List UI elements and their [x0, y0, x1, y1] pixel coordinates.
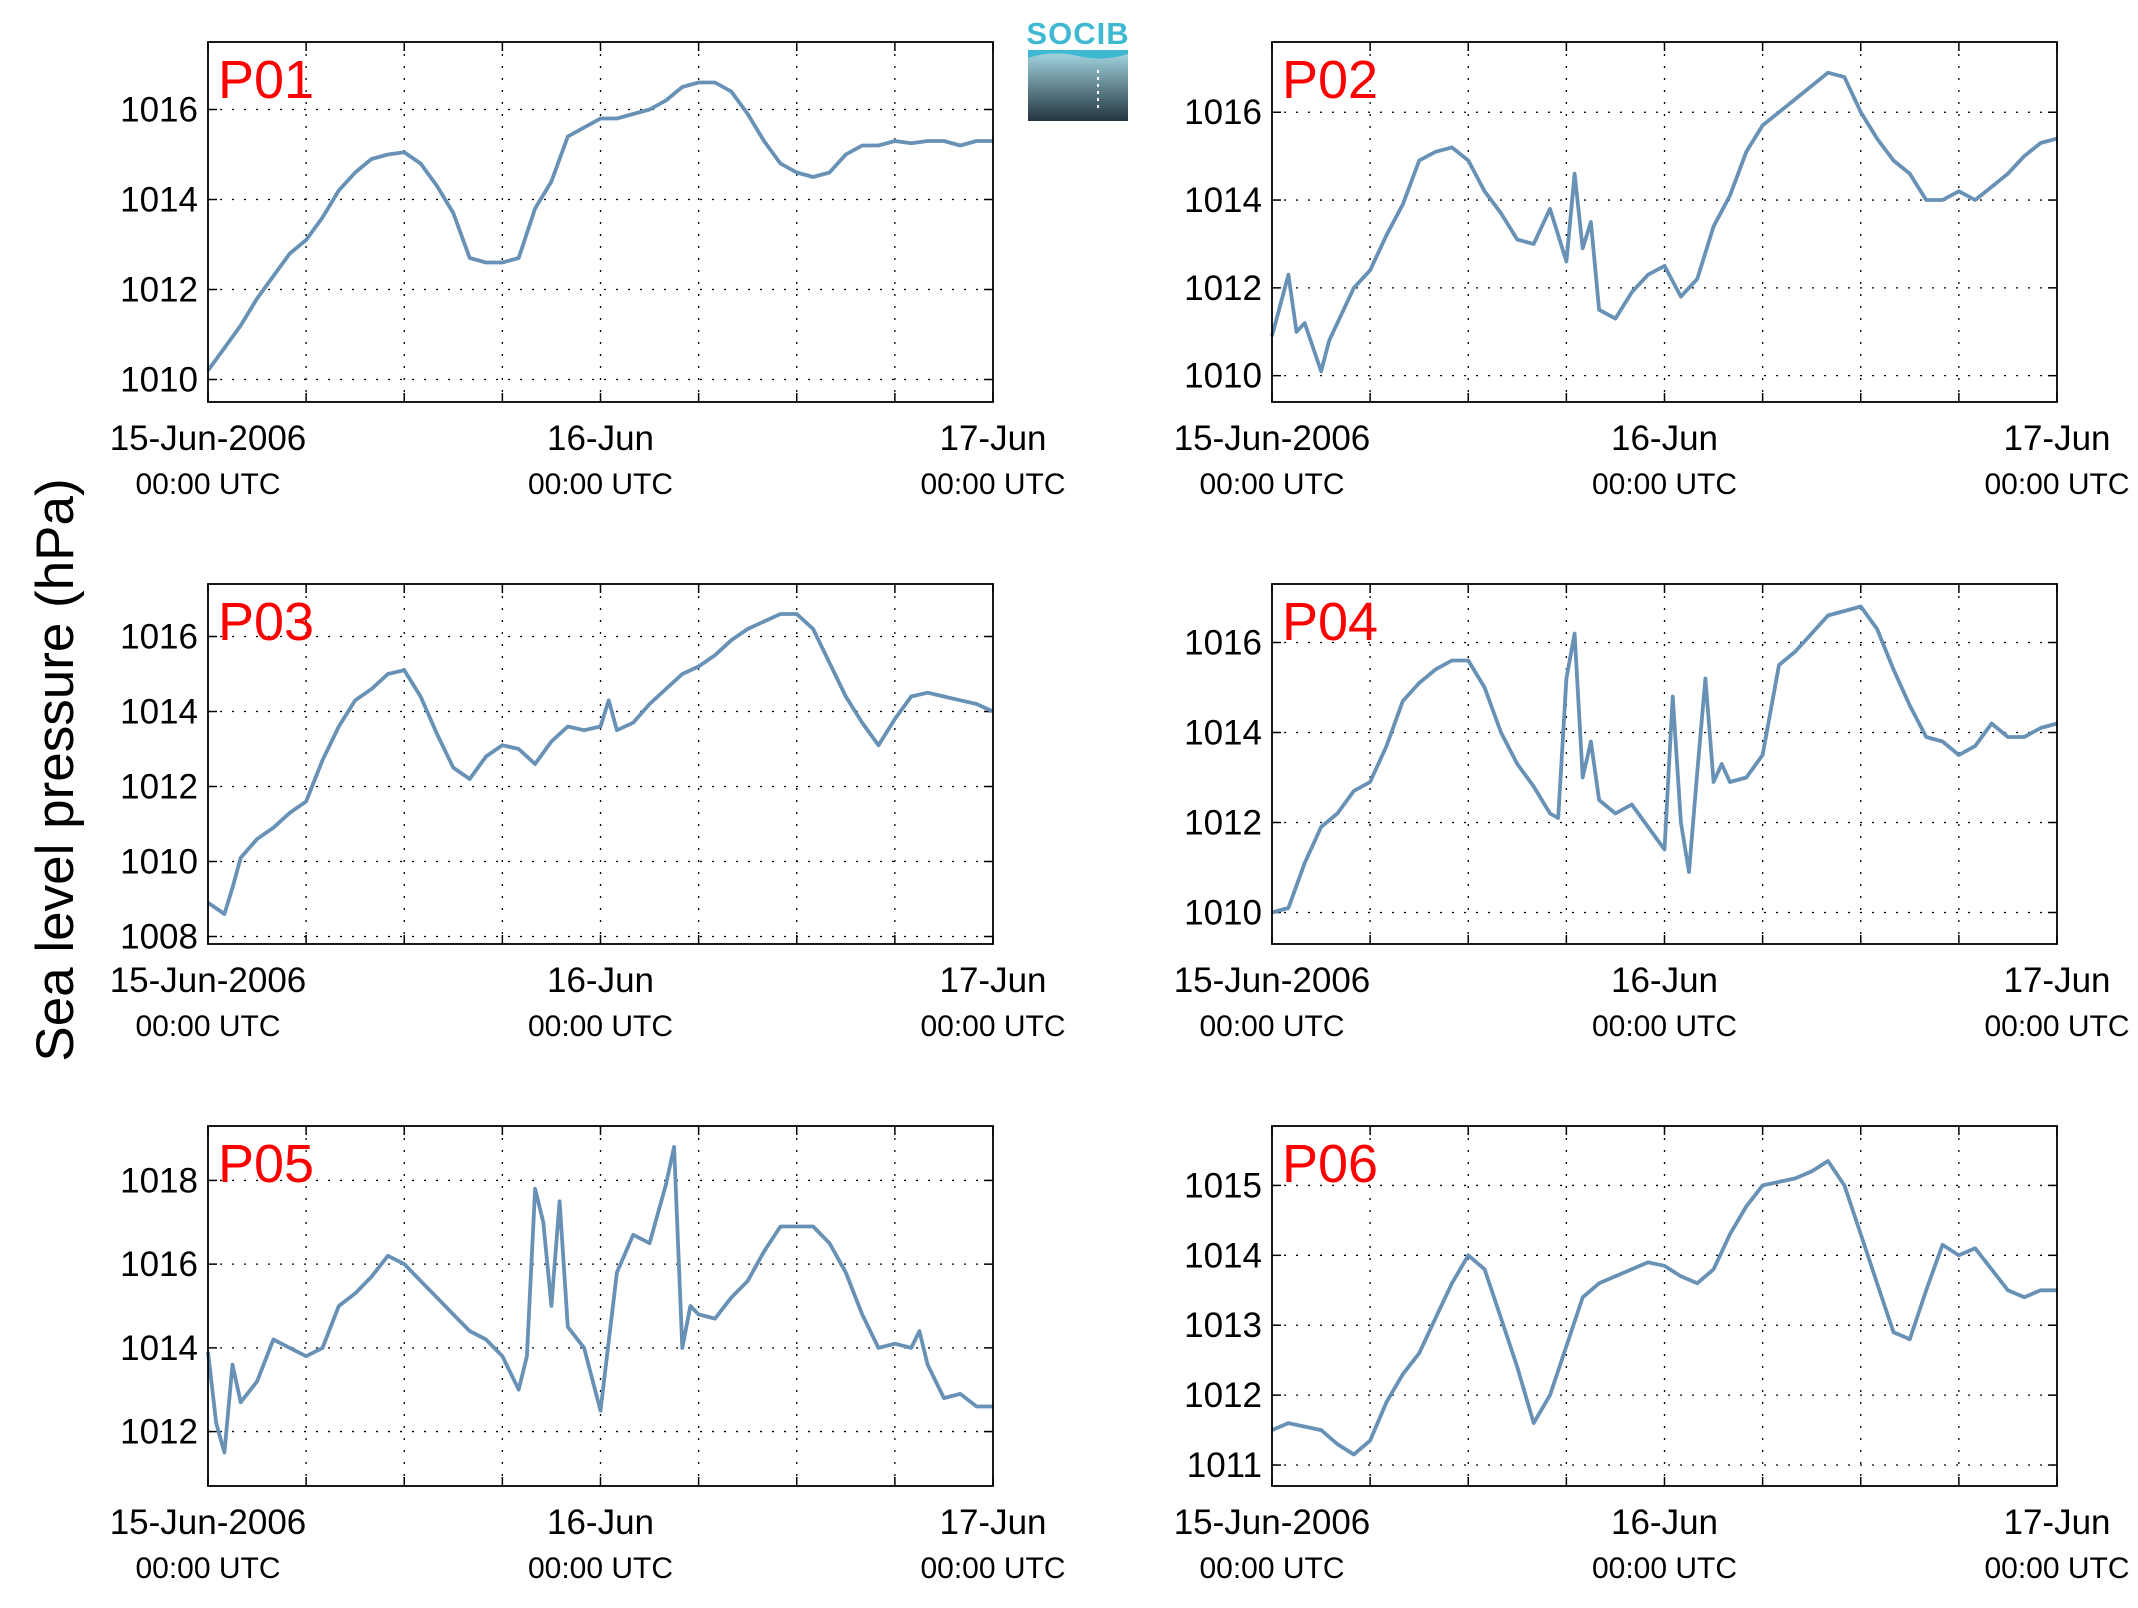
x-tick-label: 15-Jun-2006 [110, 961, 307, 1000]
y-tick-label: 1014 [120, 181, 198, 220]
x-tick-label: 17-Jun [939, 419, 1046, 458]
x-tick-sublabel: 00:00 UTC [1984, 1010, 2129, 1043]
x-tick-sublabel: 00:00 UTC [1199, 468, 1344, 501]
logo-wave [1028, 50, 1128, 59]
pressure-series-line [1270, 70, 2058, 374]
y-tick-label: 1012 [1184, 269, 1262, 308]
x-tick-label: 17-Jun [2003, 1503, 2110, 1542]
pressure-series-line [1271, 1159, 2057, 1457]
y-tick-label: 1015 [1184, 1166, 1262, 1205]
x-tick-sublabel: 00:00 UTC [1199, 1552, 1344, 1585]
y-tick-label: 1014 [1184, 181, 1262, 220]
y-tick-label: 1012 [1184, 804, 1262, 843]
x-tick-label: 16-Jun [1611, 961, 1718, 1000]
panel-p06: 1011 1012 1013 1014 1015 15-Jun-2006 00:00 UTC… [1174, 1125, 2130, 1585]
x-tick-sublabel: 00:00 UTC [135, 1552, 280, 1585]
x-tick-label: 17-Jun [2003, 419, 2110, 458]
panel-p04: 1010 1012 1014 1016 15-Jun-2006 00:00 UTC 16-J… [1174, 583, 2130, 1043]
x-tick-label: 15-Jun-2006 [110, 419, 307, 458]
x-tick-sublabel: 00:00 UTC [920, 468, 1065, 501]
x-tick-label: 17-Jun [2003, 961, 2110, 1000]
x-tick-sublabel: 00:00 UTC [1984, 468, 2129, 501]
logo-text: SOCIB [1026, 16, 1129, 51]
socib-logo: SOCIB [1026, 16, 1129, 121]
panel-p01: 1010 1012 1014 1016 15-Jun-2006 00:00 UTC 16-J… [110, 41, 1066, 501]
y-tick-label: 1012 [1184, 1376, 1262, 1415]
x-tick-sublabel: 00:00 UTC [528, 1552, 673, 1585]
panels: 1010 1012 1014 1016 15-Jun-2006 00:00 UTC 16-J… [110, 41, 2130, 1585]
y-tick-label: 1013 [1184, 1306, 1262, 1345]
x-tick-sublabel: 00:00 UTC [1592, 1010, 1737, 1043]
panel-label: P02 [1282, 50, 1378, 110]
x-tick-sublabel: 00:00 UTC [920, 1010, 1065, 1043]
panel-p02: 1010 1012 1014 1016 15-Jun-2006 00:00 UTC 16-J… [1174, 41, 2130, 501]
x-tick-sublabel: 00:00 UTC [1592, 1552, 1737, 1585]
x-tick-sublabel: 00:00 UTC [1592, 468, 1737, 501]
plot-frame [1271, 583, 2058, 945]
y-tick-label: 1014 [1184, 1236, 1262, 1275]
y-tick-label: 1016 [1184, 93, 1262, 132]
x-tick-label: 16-Jun [547, 419, 654, 458]
logo-block [1028, 50, 1128, 121]
panel-label: P06 [1282, 1134, 1378, 1194]
y-tick-label: 1016 [120, 91, 198, 130]
x-tick-label: 16-Jun [1611, 1503, 1718, 1542]
panel-label: P01 [218, 50, 314, 110]
x-tick-label: 17-Jun [939, 1503, 1046, 1542]
y-tick-label: 1010 [1184, 357, 1262, 396]
x-tick-sublabel: 00:00 UTC [528, 1010, 673, 1043]
x-tick-label: 16-Jun [547, 961, 654, 1000]
plot-frame [1271, 41, 2058, 403]
y-tick-label: 1012 [120, 271, 198, 310]
x-tick-sublabel: 00:00 UTC [920, 1552, 1065, 1585]
y-tick-label: 1014 [120, 1329, 198, 1368]
panel-label: P05 [218, 1134, 314, 1194]
x-tick-label: 15-Jun-2006 [110, 1503, 307, 1542]
y-tick-label: 1011 [1187, 1446, 1262, 1485]
x-tick-sublabel: 00:00 UTC [528, 468, 673, 501]
y-tick-label: 1016 [120, 1245, 198, 1284]
y-tick-label: 1012 [120, 768, 198, 807]
y-tick-label: 1010 [1184, 894, 1262, 933]
x-tick-label: 16-Jun [547, 1503, 654, 1542]
x-tick-sublabel: 00:00 UTC [135, 1010, 280, 1043]
plot-frame [207, 583, 994, 945]
plot-frame [207, 1125, 994, 1487]
pressure-series-line [1271, 604, 2058, 915]
y-tick-label: 1014 [120, 693, 198, 732]
pressure-series-line [206, 1145, 993, 1455]
y-tick-label: 1018 [120, 1161, 198, 1200]
y-tick-label: 1010 [120, 843, 198, 882]
x-tick-sublabel: 00:00 UTC [1984, 1552, 2129, 1585]
y-axis-label: Sea level pressure (hPa) [26, 478, 85, 1061]
y-tick-label: 1010 [120, 361, 198, 400]
y-tick-label: 1014 [1184, 714, 1262, 753]
x-tick-sublabel: 00:00 UTC [1199, 1010, 1344, 1043]
y-tick-label: 1016 [1184, 624, 1262, 663]
panel-label: P03 [218, 592, 314, 652]
y-tick-label: 1016 [120, 618, 198, 657]
pressure-series-line [206, 612, 994, 916]
plot-frame [207, 41, 994, 403]
x-tick-label: 15-Jun-2006 [1174, 419, 1371, 458]
x-tick-label: 17-Jun [939, 961, 1046, 1000]
panel-p05: 1012 1014 1016 1018 15-Jun-2006 00:00 UTC 16-J… [110, 1125, 1066, 1585]
x-tick-label: 15-Jun-2006 [1174, 961, 1371, 1000]
plot-frame [1271, 1125, 2058, 1487]
x-tick-sublabel: 00:00 UTC [135, 468, 280, 501]
x-tick-label: 16-Jun [1611, 419, 1718, 458]
panel-label: P04 [1282, 592, 1378, 652]
y-tick-label: 1008 [120, 918, 198, 957]
panel-p03: 1008 1010 1012 1014 1016 15-Jun-2006 00:00 UTC… [110, 583, 1066, 1043]
pressure-series-line [206, 80, 993, 372]
x-tick-label: 15-Jun-2006 [1174, 1503, 1371, 1542]
y-tick-label: 1012 [120, 1413, 198, 1452]
